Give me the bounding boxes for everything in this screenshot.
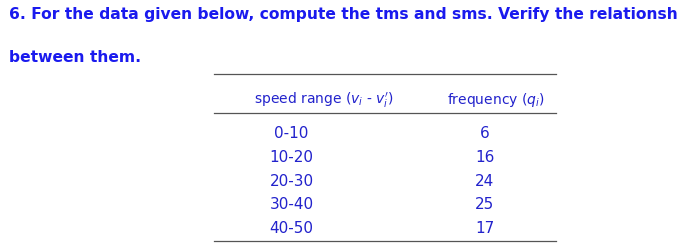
- Text: 17: 17: [475, 221, 494, 236]
- Text: 16: 16: [475, 150, 494, 165]
- Text: 40-50: 40-50: [270, 221, 313, 236]
- Text: 10-20: 10-20: [270, 150, 313, 165]
- Text: 25: 25: [475, 197, 494, 212]
- Text: speed range ($v_i$ - $v_i^{\prime}$): speed range ($v_i$ - $v_i^{\prime}$): [254, 91, 394, 110]
- Text: 20-30: 20-30: [269, 174, 314, 188]
- Text: 6: 6: [480, 126, 490, 141]
- Text: 0-10: 0-10: [275, 126, 308, 141]
- Text: between them.: between them.: [9, 50, 141, 64]
- Text: 6. For the data given below, compute the tms and sms. Verify the relationship: 6. For the data given below, compute the…: [9, 7, 678, 22]
- Text: 24: 24: [475, 174, 494, 188]
- Text: frequency ($q_i$): frequency ($q_i$): [447, 92, 545, 109]
- Text: 30-40: 30-40: [269, 197, 314, 212]
